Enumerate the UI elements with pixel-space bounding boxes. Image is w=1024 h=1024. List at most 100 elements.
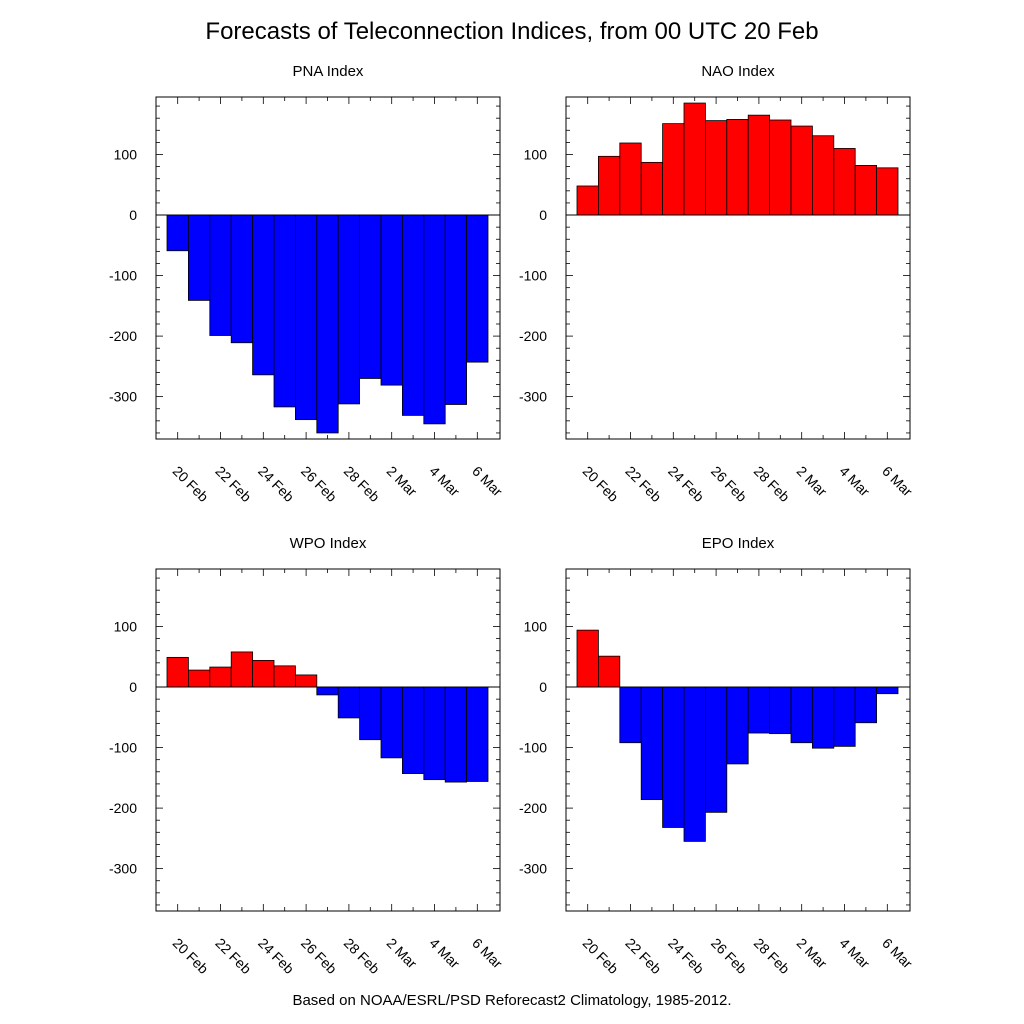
bar <box>876 167 899 216</box>
bar <box>423 686 446 781</box>
bar <box>619 142 642 216</box>
bar <box>188 669 211 688</box>
x-tick-label: 6 Mar <box>469 463 506 500</box>
bar <box>726 118 749 216</box>
bar <box>444 686 468 783</box>
bar <box>252 214 275 376</box>
pna-index-chart: PNA Index 100 0 -100 -200 -300 20 Feb 22 Feb 24 … <box>109 63 506 505</box>
x-tick-label: 4 Mar <box>836 935 873 972</box>
bar <box>230 214 253 344</box>
x-tick-label: 24 Feb <box>255 463 297 505</box>
y-tick-label: 100 <box>114 619 138 635</box>
x-tick-label: 28 Feb <box>341 463 383 505</box>
y-tick-label: -200 <box>519 800 547 816</box>
bar <box>662 123 685 216</box>
plot-frame <box>155 568 501 912</box>
y-tick-label: -200 <box>109 328 137 344</box>
bar <box>209 214 232 336</box>
x-tick-label: 26 Feb <box>708 463 750 505</box>
panel-title: EPO Index <box>702 535 775 552</box>
x-tick-label: 20 Feb <box>170 935 212 977</box>
epo-index-chart: EPO Index 100 0 -100 -200 -300 20 Feb 22 Feb 24 … <box>519 535 916 977</box>
y-tick-label: 100 <box>524 147 548 163</box>
x-tick-label: 6 Mar <box>469 935 506 972</box>
bar <box>337 214 360 405</box>
x-tick-label: 20 Feb <box>170 463 212 505</box>
bar <box>811 135 835 216</box>
panel-title: PNA Index <box>293 63 364 80</box>
plot-frame <box>565 96 911 440</box>
plot-frame <box>565 568 911 912</box>
bar <box>726 686 749 765</box>
x-tick-label: 28 Feb <box>751 463 793 505</box>
bar <box>380 214 403 386</box>
bar <box>576 629 599 688</box>
y-tick-label: 0 <box>129 207 137 223</box>
bar <box>337 686 360 719</box>
x-tick-label: 2 Mar <box>384 935 421 972</box>
y-tick-label: -300 <box>519 861 547 877</box>
bar <box>294 674 318 688</box>
x-tick-label: 22 Feb <box>622 935 664 977</box>
y-tick-label: 100 <box>524 619 548 635</box>
x-tick-label: 24 Feb <box>665 935 707 977</box>
bar <box>359 214 382 379</box>
bar <box>833 686 856 747</box>
bar <box>444 214 468 405</box>
bar <box>252 660 275 688</box>
y-tick-label: 0 <box>129 679 137 695</box>
x-tick-label: 2 Mar <box>794 463 831 500</box>
x-tick-label: 24 Feb <box>665 463 707 505</box>
footer-note: Based on NOAA/ESRL/PSD Reforecast2 Clima… <box>292 992 732 1009</box>
x-tick-label: 4 Mar <box>836 463 873 500</box>
x-tick-label: 26 Feb <box>708 935 750 977</box>
y-tick-label: -100 <box>109 268 137 284</box>
bar <box>876 686 899 695</box>
x-tick-label: 20 Feb <box>580 935 622 977</box>
x-tick-label: 26 Feb <box>298 935 340 977</box>
bar <box>273 665 296 688</box>
y-tick-label: 100 <box>114 147 138 163</box>
panel-title: WPO Index <box>290 535 367 552</box>
x-tick-label: 22 Feb <box>212 463 254 505</box>
bar <box>833 148 856 216</box>
bar <box>662 686 685 828</box>
bar <box>769 686 792 735</box>
bar <box>811 686 835 749</box>
y-tick-label: -100 <box>519 268 547 284</box>
bar <box>316 214 339 434</box>
bar <box>769 119 792 216</box>
x-tick-label: 28 Feb <box>751 935 793 977</box>
y-tick-label: -100 <box>519 740 547 756</box>
nao-index-chart: NAO Index 100 0 -100 -200 -300 20 Feb 22 Feb 24 … <box>519 63 916 505</box>
bar <box>704 686 728 813</box>
bar <box>598 155 621 216</box>
y-tick-label: 0 <box>539 679 547 695</box>
bar <box>466 214 489 363</box>
bar <box>380 686 403 759</box>
y-tick-label: -100 <box>109 740 137 756</box>
bar <box>854 165 878 216</box>
y-tick-label: -200 <box>519 328 547 344</box>
main-title: Forecasts of Teleconnection Indices, fro… <box>205 18 819 45</box>
bar <box>576 185 599 216</box>
bar <box>619 686 642 744</box>
bar <box>640 686 663 801</box>
bar <box>790 125 813 216</box>
bar <box>747 114 770 216</box>
x-tick-label: 2 Mar <box>384 463 421 500</box>
bar <box>401 214 425 416</box>
panel-title: NAO Index <box>701 63 775 80</box>
x-tick-label: 4 Mar <box>426 463 463 500</box>
bar <box>316 686 339 696</box>
x-tick-label: 4 Mar <box>426 935 463 972</box>
x-tick-label: 28 Feb <box>341 935 383 977</box>
bar <box>209 666 232 688</box>
bar <box>854 686 878 724</box>
plot-frame <box>155 96 501 440</box>
y-tick-label: -300 <box>109 389 137 405</box>
y-tick-label: -300 <box>519 389 547 405</box>
bar <box>230 651 253 688</box>
bar <box>423 214 446 425</box>
bar <box>188 214 211 301</box>
